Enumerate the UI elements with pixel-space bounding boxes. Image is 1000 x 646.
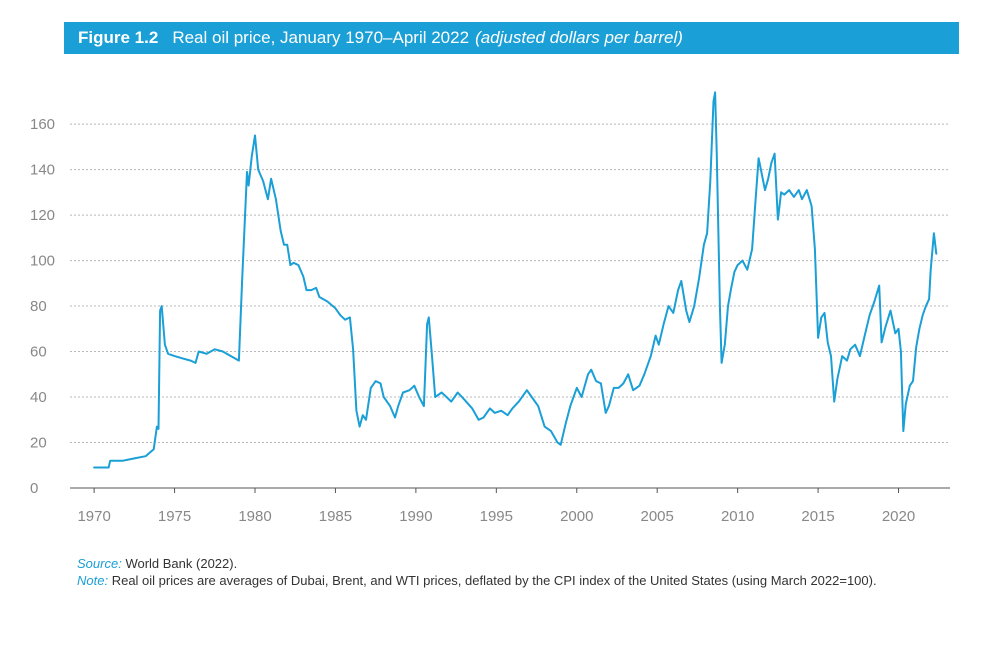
y-tick-label: 60: [30, 344, 47, 361]
source-line: Source: World Bank (2022).: [77, 555, 957, 572]
chart-notes: Source: World Bank (2022). Note: Real oi…: [77, 555, 957, 589]
note-line: Note: Real oil prices are averages of Du…: [77, 572, 957, 589]
source-label: Source:: [77, 556, 122, 571]
oil-price-line-chart: 0 20 40 60 80 100 120 140 160 1970 1975 1980 1985 199…: [30, 91, 950, 525]
figure-subtitle: (adjusted dollars per barrel): [475, 28, 683, 47]
y-tick-label: 140: [30, 162, 55, 179]
y-tick-label: 120: [30, 207, 55, 224]
series-line-oil-price: [93, 91, 938, 469]
x-tick-label: 2020: [882, 508, 915, 525]
x-tick-label: 1985: [319, 508, 352, 525]
x-tick-label: 1990: [399, 508, 432, 525]
y-tick-label: 80: [30, 298, 47, 315]
axes: [70, 487, 950, 493]
x-tick-label: 2010: [721, 508, 754, 525]
x-tick-label: 2015: [801, 508, 834, 525]
figure-title-bar: Figure 1.2 Real oil price, January 1970–…: [64, 22, 959, 54]
y-tick-label: 0: [30, 480, 38, 497]
grid-lines: [70, 123, 950, 444]
note-text: Real oil prices are averages of Dubai, B…: [111, 573, 877, 588]
figure-number: Figure 1.2: [78, 28, 159, 47]
tick-labels: 0 20 40 60 80 100 120 140 160 1970 1975 1980 1985 199…: [30, 116, 915, 525]
note-label: Note:: [77, 573, 109, 588]
x-tick-label: 2000: [560, 508, 593, 525]
y-tick-label: 100: [30, 253, 55, 270]
source-text: World Bank (2022).: [125, 556, 238, 571]
x-tick-label: 1970: [77, 508, 110, 525]
series-layer: [93, 91, 938, 469]
x-tick-label: 1995: [480, 508, 513, 525]
x-tick-label: 1980: [238, 508, 271, 525]
y-tick-label: 40: [30, 389, 47, 406]
x-tick-label: 2005: [641, 508, 674, 525]
y-tick-label: 20: [30, 435, 47, 452]
x-tick-label: 1975: [158, 508, 191, 525]
y-tick-label: 160: [30, 116, 55, 133]
figure-title: Real oil price, January 1970–April 2022: [172, 28, 470, 47]
